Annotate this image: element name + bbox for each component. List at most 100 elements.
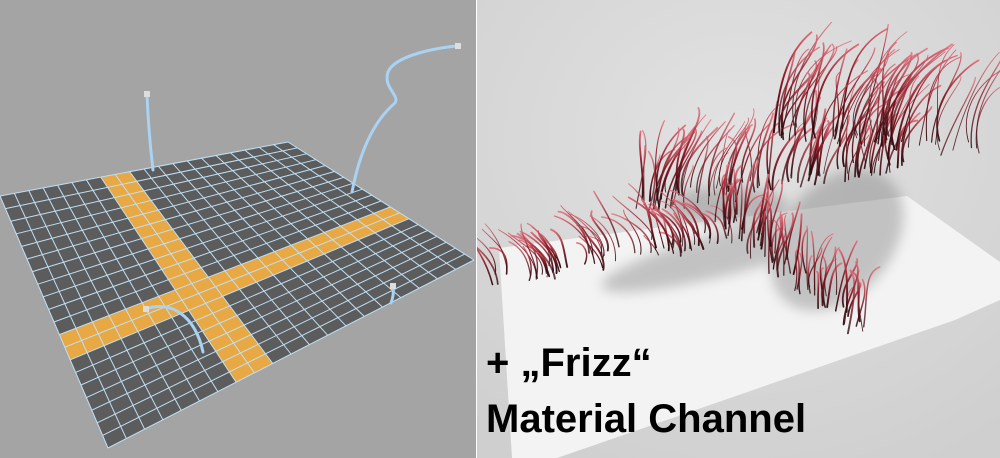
hair-strand — [858, 52, 919, 146]
hair-strand — [713, 120, 746, 196]
hair-strand — [540, 233, 560, 273]
hair-strand — [660, 200, 684, 247]
grid-line-row — [107, 259, 475, 449]
viewport-editor — [0, 0, 476, 458]
hair-strand — [689, 121, 726, 188]
hair-strand — [772, 215, 784, 270]
hair-strand — [804, 43, 835, 134]
hair-strand — [882, 54, 929, 148]
grid-line-row — [91, 241, 447, 411]
hair-strand — [970, 60, 1000, 149]
hair-strand — [816, 270, 820, 310]
hair-strand — [734, 164, 742, 215]
hair-strand — [807, 255, 813, 294]
hair-strand — [821, 70, 869, 145]
hair-strand — [781, 48, 810, 136]
hair-strand — [771, 126, 806, 192]
hair-strand — [869, 107, 887, 174]
hair-strand — [790, 110, 813, 179]
hair-strand — [764, 192, 768, 257]
hair-strand — [778, 61, 821, 137]
hair-strand — [799, 133, 820, 188]
hair-strand — [593, 190, 620, 248]
hair-strand — [976, 69, 1000, 154]
hair-strand — [855, 114, 868, 178]
hair-strand — [743, 161, 756, 234]
hair-strand — [652, 134, 693, 210]
hair-strand — [780, 34, 818, 135]
hair-strand — [705, 210, 728, 239]
hair-strand — [550, 228, 569, 268]
hair-strand — [489, 247, 508, 275]
hair-strand — [611, 213, 652, 254]
hair-strand — [477, 246, 499, 285]
hair-strand — [522, 245, 532, 281]
hair-strand — [900, 54, 958, 143]
grid-line-column — [273, 144, 456, 270]
hair-strand — [766, 122, 780, 191]
hair-strand — [811, 42, 825, 139]
hair-strand — [806, 225, 809, 291]
grid-line-column — [258, 146, 438, 280]
hair-strand — [975, 86, 1000, 149]
hair-strand — [647, 150, 656, 213]
hair-strand — [752, 203, 762, 248]
spline-handle-3 — [143, 306, 149, 312]
hair-strand — [725, 129, 749, 202]
hair-strand — [834, 47, 876, 132]
hair-strand — [792, 213, 803, 276]
hair-strand — [772, 31, 813, 134]
guide-splines — [143, 43, 461, 354]
hair-strand — [851, 81, 886, 164]
hair-strand — [497, 229, 537, 280]
hair-strand — [535, 252, 548, 278]
hair-render — [477, 0, 1000, 458]
selection-band-horizontal — [59, 206, 409, 360]
hair-strand — [655, 120, 665, 193]
hair-strand — [664, 127, 698, 209]
hair-strand — [650, 209, 665, 249]
hair-strand — [812, 43, 860, 133]
grid-line-row — [53, 200, 382, 323]
hair-strand — [759, 210, 767, 247]
spline-handle-4 — [390, 283, 396, 289]
spline-handle-2 — [455, 43, 461, 49]
hair-strand — [792, 21, 832, 126]
hair-strand — [477, 237, 497, 275]
hair-strand — [643, 235, 659, 256]
hair-strand — [578, 235, 604, 269]
hair-strand — [925, 56, 962, 142]
spline-handle-1 — [144, 91, 150, 97]
hair-strand — [765, 197, 772, 248]
hair-strand — [940, 76, 976, 156]
hair-strand — [862, 266, 881, 328]
grid-line-row — [59, 206, 391, 336]
hair-strand — [836, 114, 850, 170]
grid-line-row — [80, 230, 428, 386]
hair-strand — [477, 247, 494, 286]
grid-line-column — [287, 141, 475, 261]
hair-strand — [846, 271, 856, 335]
hair-strand — [567, 210, 603, 257]
hair-strand — [852, 64, 886, 139]
hair-strand — [740, 160, 759, 230]
grid-line-row — [70, 218, 410, 361]
hair-strand — [681, 119, 712, 195]
grid-line-column — [172, 163, 328, 336]
hair-strand — [784, 215, 788, 265]
hair-strand — [838, 248, 849, 313]
hair-strand — [728, 184, 738, 223]
hair-strand — [675, 128, 686, 195]
hair-strand — [936, 75, 962, 151]
grid-line-column — [158, 165, 310, 345]
hair-strand — [884, 51, 913, 137]
hair-strand — [722, 165, 728, 226]
hair-strand — [590, 210, 609, 252]
hair-strand — [794, 248, 799, 292]
hair-strand — [796, 127, 821, 184]
grid-line-column — [215, 155, 383, 308]
grid-line-column — [186, 160, 347, 327]
hair-strand — [801, 228, 809, 274]
hair-strand — [510, 234, 548, 274]
hair-strand — [774, 212, 788, 254]
